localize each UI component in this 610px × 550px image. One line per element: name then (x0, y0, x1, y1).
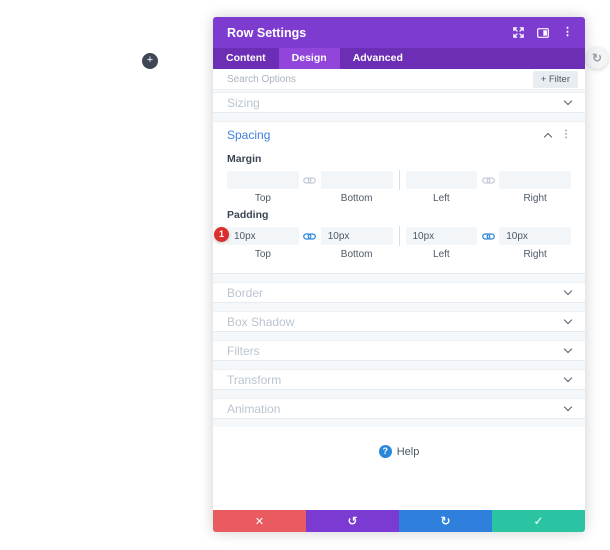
section-transform[interactable]: Transform (213, 369, 585, 390)
dock-panel-icon[interactable] (537, 27, 549, 38)
fields-divider (398, 170, 400, 190)
margin-right-caption: Right (523, 193, 547, 204)
padding-right-input[interactable] (499, 227, 571, 245)
undo-button[interactable]: ↺ (306, 510, 399, 532)
margin-left-caption: Left (433, 193, 450, 204)
expand-modal-icon[interactable] (513, 27, 524, 38)
padding-top-input[interactable] (227, 227, 299, 245)
spacing-options-menu-icon[interactable]: ⋮ (561, 129, 571, 140)
padding-right-caption: Right (523, 249, 547, 260)
kebab-menu-icon[interactable]: ⋮ (562, 26, 573, 38)
tab-content[interactable]: Content (226, 52, 266, 64)
section-spacing-header[interactable]: Spacing ⋮ (227, 122, 571, 148)
add-button[interactable]: + (142, 53, 158, 69)
check-icon: ✓ (533, 514, 544, 528)
chevron-down-icon (563, 402, 573, 412)
margin-captions: Top Bottom Left Right (227, 193, 571, 204)
padding-left-input[interactable] (405, 227, 478, 245)
plus-icon: + (146, 54, 154, 66)
margin-right-input[interactable] (499, 171, 571, 189)
panel-title: Row Settings (227, 25, 307, 40)
save-button[interactable]: ✓ (492, 510, 585, 532)
padding-top-caption: Top (254, 249, 271, 260)
footer-actions: ✕ ↺ ↻ ✓ (213, 510, 585, 532)
section-spacing: Spacing ⋮ Margin (213, 121, 585, 274)
refresh-icon: ↻ (591, 51, 603, 65)
settings-content: Sizing Spacing ⋮ Margin (213, 90, 585, 510)
section-spacing-title: Spacing (227, 128, 271, 142)
section-sizing[interactable]: Sizing (213, 92, 585, 113)
fields-divider (398, 226, 400, 246)
margin-left-input[interactable] (405, 171, 478, 189)
chevron-down-icon (563, 96, 573, 106)
margin-label: Margin (227, 153, 262, 165)
margin-fields-row (227, 170, 571, 190)
filter-button[interactable]: + Filter (532, 70, 578, 88)
tab-advanced[interactable]: Advanced (352, 52, 403, 64)
question-mark-icon: ? (378, 445, 392, 458)
section-animation[interactable]: Animation (213, 398, 585, 419)
section-sizing-title: Sizing (227, 95, 260, 110)
padding-fields-row: 1 (214, 226, 571, 246)
undo-icon: ↺ (347, 514, 358, 528)
padding-label: Padding (227, 209, 269, 221)
search-options-row: + Filter (213, 69, 585, 90)
discard-button[interactable]: ✕ (213, 510, 306, 532)
link-values-icon[interactable] (299, 176, 321, 185)
padding-bottom-caption: Bottom (340, 249, 373, 260)
help-label: Help (396, 445, 420, 458)
margin-top-caption: Top (254, 193, 271, 204)
chevron-down-icon (563, 315, 573, 325)
link-values-icon-active[interactable] (477, 232, 499, 241)
search-options-input[interactable] (213, 73, 533, 85)
link-values-icon-active[interactable] (299, 232, 321, 241)
redo-icon: ↻ (440, 514, 451, 528)
margin-top-input[interactable] (227, 171, 299, 189)
tab-design[interactable]: Design (278, 48, 340, 69)
section-box-shadow[interactable]: Box Shadow (213, 311, 585, 332)
margin-bottom-caption: Bottom (340, 193, 373, 204)
chevron-up-icon (543, 132, 553, 141)
link-values-icon[interactable] (477, 176, 499, 185)
close-icon: ✕ (254, 514, 265, 528)
padding-captions: Top Bottom Left Right (227, 249, 571, 260)
section-box-shadow-title: Box Shadow (227, 314, 295, 329)
padding-bottom-input[interactable] (320, 227, 393, 245)
header-icons: ⋮ (513, 27, 573, 38)
panel-header[interactable]: Row Settings ⋮ (213, 17, 585, 48)
section-border[interactable]: Border (213, 282, 585, 303)
section-transform-title: Transform (227, 372, 282, 387)
section-filters[interactable]: Filters (213, 340, 585, 361)
chevron-down-icon (563, 344, 573, 354)
chevron-down-icon (563, 286, 573, 296)
margin-bottom-input[interactable] (320, 171, 393, 189)
change-count-badge: 1 (214, 227, 229, 242)
row-settings-panel: Row Settings ⋮ Content Design Advan (213, 17, 585, 532)
help-link[interactable]: ? Help (213, 445, 585, 458)
help-area: ? Help (213, 427, 585, 510)
floating-refresh-button[interactable]: ↻ (586, 47, 608, 69)
section-filters-title: Filters (227, 343, 260, 358)
section-animation-title: Animation (227, 401, 281, 416)
padding-left-caption: Left (433, 249, 450, 260)
section-border-title: Border (227, 285, 264, 300)
redo-button[interactable]: ↻ (399, 510, 492, 532)
tab-bar: Content Design Advanced (213, 48, 585, 69)
chevron-down-icon (563, 373, 573, 383)
